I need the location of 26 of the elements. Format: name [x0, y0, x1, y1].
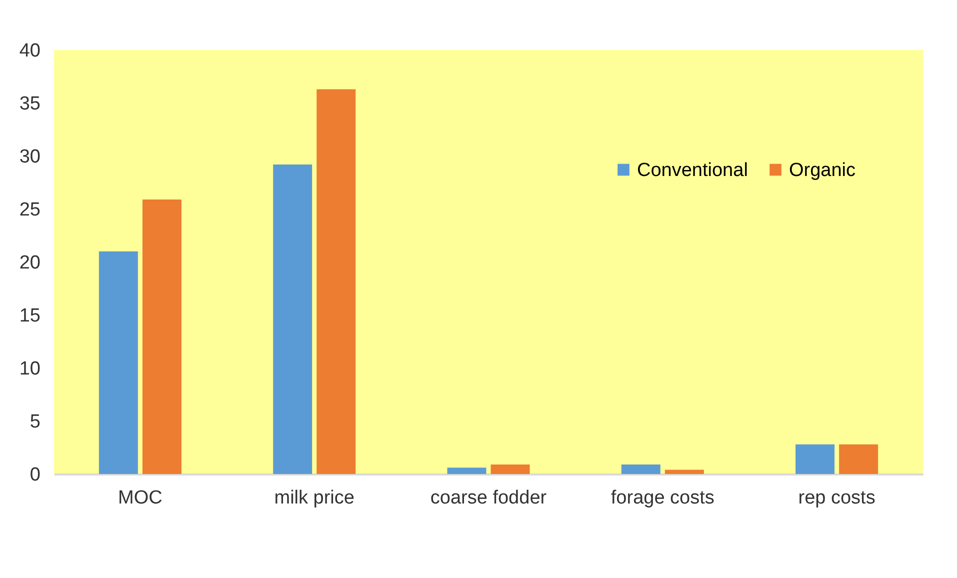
legend-label: Organic: [789, 160, 856, 181]
y-tick-label: 5: [30, 412, 40, 432]
bar: [621, 464, 660, 474]
x-tick-label: MOC: [118, 488, 162, 508]
y-tick-label: 20: [19, 252, 40, 274]
bar: [273, 164, 312, 474]
x-tick-label: forage costs: [610, 488, 714, 508]
y-tick-label: 0: [30, 464, 40, 486]
bar: [839, 444, 878, 474]
legend-label: Conventional: [637, 160, 748, 181]
bar: [490, 464, 530, 474]
bar: [447, 468, 486, 474]
x-tick-label: coarse fodder: [430, 488, 548, 508]
bar: [664, 470, 704, 474]
bar: [316, 89, 356, 474]
y-tick-label: 15: [19, 306, 40, 326]
bar: [796, 444, 835, 474]
y-tick-label: 10: [19, 358, 40, 380]
y-tick-label: 25: [19, 200, 40, 220]
x-tick-label: rep costs: [798, 488, 876, 508]
y-tick-label: 35: [19, 94, 40, 114]
x-tick-label: milk price: [274, 488, 354, 508]
bar: [98, 251, 138, 474]
y-tick-label: 40: [19, 40, 40, 62]
bar: [142, 199, 182, 474]
y-tick-label: 30: [19, 146, 40, 168]
